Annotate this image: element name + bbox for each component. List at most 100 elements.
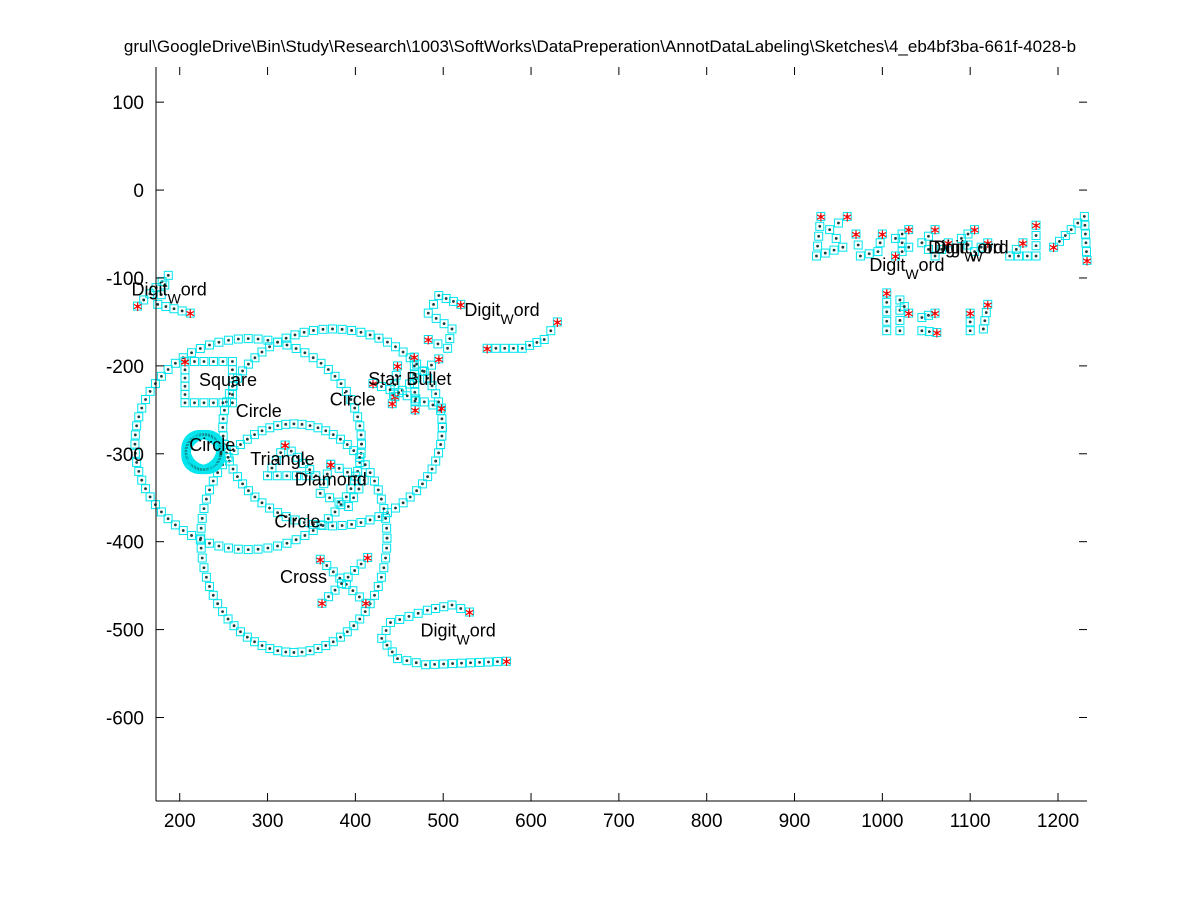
stroke-point-marker [354,484,364,494]
stroke-point-marker [1022,251,1032,261]
stroke-point [223,408,226,412]
stroke-point [933,228,937,232]
stroke-point [819,215,823,218]
stroke-point [200,556,204,560]
stroke-point-marker [199,398,209,408]
stroke-point [459,607,463,610]
stroke-point-marker [413,608,423,618]
stroke-point-marker [337,324,347,334]
stroke-point-marker [335,434,345,444]
stroke-point-marker [382,640,392,650]
stroke-point-marker [342,440,352,450]
stroke-point-marker [423,373,433,383]
stroke-point-marker [195,344,205,354]
stroke-point-marker [833,218,843,228]
stroke-point-marker [829,245,839,255]
stroke-point-marker [1031,230,1041,240]
stroke-point [1083,223,1087,227]
stroke-point-marker [357,439,367,449]
stroke-point [437,400,440,404]
x-tick-label: 1100 [950,811,991,832]
stroke-point-marker [456,603,466,613]
stroke-point [296,455,299,459]
stroke-endpoint-star: ∗ [964,306,976,322]
stroke-point-marker [325,493,335,503]
stroke-point-marker [482,343,492,353]
stroke-endpoint-star: ∗ [389,390,401,406]
stroke-point [266,338,270,342]
stroke-endpoint-star: ∗ [279,438,291,454]
stroke-point [422,370,426,373]
stroke-point-marker [282,471,292,481]
stroke-point [183,360,187,363]
stroke-point [442,322,446,326]
stroke-point-marker [412,359,422,369]
annotation-label: DigitWord [869,255,944,282]
stroke-point-marker [983,299,993,309]
stroke-point-marker [882,316,892,326]
stroke-point [396,657,399,660]
stroke-point-marker [189,398,199,408]
stroke-point-marker [379,504,389,514]
stroke-point [245,437,249,441]
stroke-point [426,311,430,315]
stroke-point [227,546,230,550]
stroke-point-marker [895,315,905,325]
stroke-point [900,241,904,245]
stroke-point-marker [1080,220,1090,230]
stroke-point [352,449,356,453]
stroke-point [876,250,880,253]
stroke-point [284,336,288,340]
stroke-point-marker [286,446,296,456]
stroke-point [340,582,343,586]
stroke-point-marker [356,518,366,528]
stroke-point-marker [1049,242,1059,252]
stroke-point [344,389,348,393]
stroke-point [368,333,372,337]
stroke-point [390,650,394,654]
stroke-point [183,368,187,372]
stroke-point-marker [273,337,283,347]
stroke-point [172,307,176,311]
annotation-label: DigitWord [933,237,1008,264]
stroke-series [181,429,226,475]
stroke-point [346,505,350,508]
stroke-series: ∗∗ [316,551,373,613]
stroke-point-marker [965,317,975,327]
stroke-point [136,304,139,308]
stroke-point [232,624,236,628]
stroke-point-marker [965,308,975,318]
stroke-point [359,433,363,437]
stroke-point [148,495,152,499]
stroke-series: ∗∗ [179,354,237,408]
stroke-point [333,588,337,592]
stroke-point [380,636,384,640]
stroke-point [331,570,335,574]
stroke-point [359,562,363,566]
stroke-point-marker [552,317,562,327]
stroke-point-marker [423,335,433,345]
stroke-point-marker [343,572,353,582]
stroke-point [340,327,344,331]
stroke-point [414,397,418,401]
stroke-point [133,433,137,437]
stroke-point-marker [141,484,151,494]
x-tick-label: 1000 [861,811,903,832]
stroke-point [160,510,163,514]
stroke-point-marker [208,476,218,486]
stroke-point-marker [323,365,333,375]
stroke-point [452,300,455,303]
stroke-point [253,495,257,499]
annotation-text: Circle [274,512,320,532]
annotation-label: Circle [274,512,320,532]
stroke-point [316,647,320,650]
stroke-point-marker [341,386,351,396]
stroke-point-marker [282,538,292,548]
stroke-point [205,575,208,579]
stroke-point [352,496,356,500]
annotation-subscript: W [905,266,919,282]
stroke-point [173,523,177,527]
stroke-point [358,617,362,621]
annotation-label: Triangle [250,449,314,469]
stroke-point-marker [1082,255,1092,265]
